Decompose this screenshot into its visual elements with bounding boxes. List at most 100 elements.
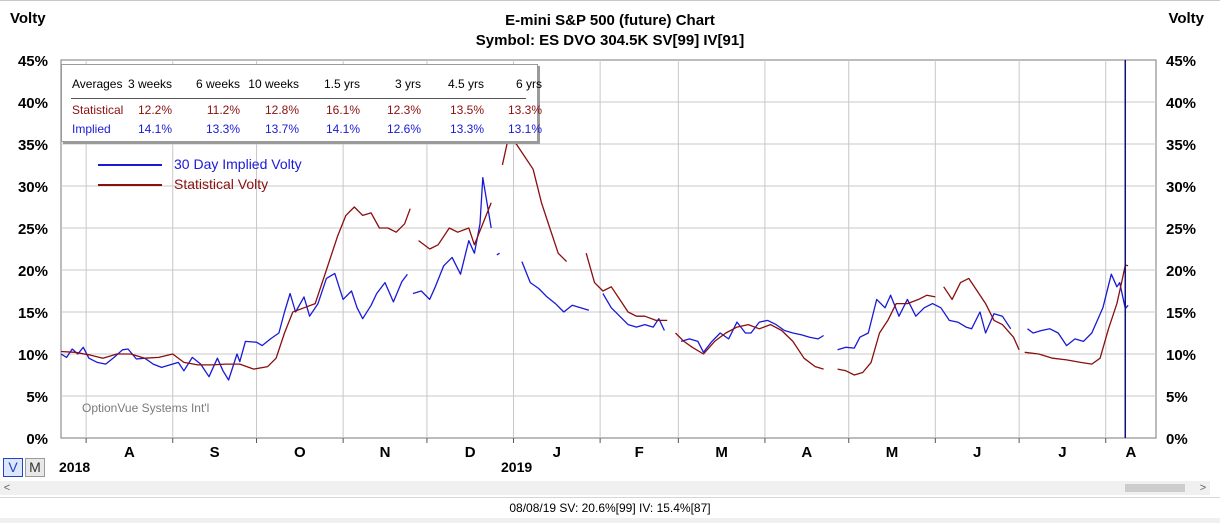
averages-statistical-row: Statistical 12.2% 11.2% 12.8% 16.1% 12.3% 13.5… — [62, 103, 542, 119]
averages-header-cell-0: Averages — [72, 77, 123, 91]
scroll-thumb[interactable] — [1125, 484, 1185, 492]
statistical-volatility-line-segment — [837, 294, 936, 376]
averages-header-row: Averages 3 weeks 6 weeks 10 weeks 1.5 yrs 3 y… — [62, 77, 542, 93]
x-tick-label: O — [294, 444, 306, 461]
chart-title: E-mini S&P 500 (future) Chart — [505, 12, 715, 29]
x-tick-label: A — [801, 444, 812, 461]
statistical-volatility-line-segment — [418, 202, 492, 250]
x-tick-label: S — [210, 444, 220, 461]
averages-statistical-cell-5: 12.3% — [386, 103, 421, 117]
y-tick-label-left: 35% — [18, 137, 48, 154]
statistical-volatility-line-segment — [585, 253, 668, 322]
y-tick-label-right: 10% — [1166, 347, 1196, 364]
y-tick-label-left: 25% — [18, 221, 48, 238]
averages-header-cell-3: 10 weeks — [248, 77, 299, 91]
x-tick-label: A — [1125, 444, 1136, 461]
volatility-view-button[interactable]: V — [3, 458, 23, 477]
averages-implied-row: Implied 14.1% 13.3% 13.7% 14.1% 12.6% 13.3% 13.… — [62, 122, 542, 138]
implied-volatility-line-segment — [680, 319, 824, 353]
implied-volatility-line-segment — [60, 272, 408, 381]
legend-item-statistical: Statistical Volty — [98, 176, 318, 194]
status-bottom-strip — [0, 518, 1220, 523]
x-tick-label: J — [553, 444, 561, 461]
y-tick-label-right: 35% — [1166, 137, 1196, 154]
averages-header-cell-7: 6 yrs — [515, 77, 542, 91]
year-label-2019: 2019 — [501, 459, 533, 475]
x-tick-label: N — [380, 444, 391, 461]
implied-volatility-line-segment — [412, 176, 492, 301]
averages-header-cell-4: 1.5 yrs — [323, 77, 360, 91]
x-tick-label: D — [465, 444, 476, 461]
implied-volatility-line-segment — [837, 294, 1012, 351]
implied-volatility-line-segment — [496, 252, 500, 256]
averages-header-cell-1: 3 weeks — [127, 77, 172, 91]
chart-subtitle: Symbol: ES DVO 304.5K SV[99] IV[91] — [475, 32, 745, 49]
x-tick-label: A — [124, 444, 135, 461]
volatility-chart[interactable]: 0% 0% 5% 5% 10% 10% 15% 15% 20% 20% 25% 25% 30% 30% 35… — [0, 0, 1220, 480]
statistical-volatility-line-segment — [60, 206, 411, 370]
averages-implied-cell-3: 13.7% — [264, 122, 299, 136]
averages-implied-cell-6: 13.3% — [449, 122, 484, 136]
y-tick-label-left: 45% — [18, 53, 48, 70]
legend-item-implied: 30 Day Implied Volty — [98, 156, 318, 174]
averages-table: Averages 3 weeks 6 weeks 10 weeks 1.5 yrs 3 y… — [61, 64, 542, 142]
averages-implied-cell-5: 12.6% — [386, 122, 421, 136]
averages-statistical-cell-3: 12.8% — [264, 103, 299, 117]
y-tick-label-right: 15% — [1166, 305, 1196, 322]
x-tick-label: J — [1058, 444, 1066, 461]
averages-statistical-cell-0: Statistical — [72, 103, 124, 117]
averages-implied-cell-2: 13.3% — [205, 122, 240, 136]
y-tick-label-left: 10% — [18, 347, 48, 364]
averages-header-cell-2: 6 weeks — [195, 77, 240, 91]
implied-volatility-line-segment — [1027, 273, 1129, 347]
averages-implied-cell-7: 13.1% — [507, 122, 542, 136]
legend-label-implied: 30 Day Implied Volty — [174, 156, 302, 172]
y-tick-label-right: 30% — [1166, 179, 1196, 196]
y-tick-label-right: 5% — [1166, 389, 1188, 406]
x-tick-label: M — [715, 444, 728, 461]
legend-swatch-statistical — [98, 184, 162, 186]
averages-implied-cell-4: 14.1% — [325, 122, 360, 136]
legend-label-statistical: Statistical Volty — [174, 176, 269, 192]
y-tick-label-left: 20% — [18, 263, 48, 280]
y-tick-label-right: 0% — [1166, 431, 1188, 448]
statistical-volatility-line-segment — [675, 323, 824, 370]
statistical-volatility-line-segment — [943, 277, 1020, 351]
averages-header-cell-5: 3 yrs — [394, 77, 421, 91]
y-tick-label-right: 45% — [1166, 53, 1196, 70]
window-top-border — [0, 0, 1220, 1]
horizontal-scrollbar[interactable]: < > — [0, 481, 1210, 495]
y-tick-label-left: 5% — [26, 389, 48, 406]
averages-header-cell-6: 4.5 yrs — [447, 77, 484, 91]
averages-statistical-cell-7: 13.3% — [507, 103, 542, 117]
statistical-volatility-line-segment — [1024, 264, 1129, 365]
implied-volatility-line-segment — [521, 261, 590, 313]
watermark: OptionVue Systems Int'l — [82, 401, 210, 415]
averages-implied-cell-0: Implied — [72, 122, 111, 136]
scroll-left-icon[interactable]: < — [3, 482, 11, 494]
status-bar: 08/08/19 SV: 20.6%[99] IV: 15.4%[87] — [0, 497, 1220, 519]
averages-implied-cell-1: 14.1% — [137, 122, 172, 136]
x-tick-label: M — [886, 444, 899, 461]
m-view-button[interactable]: M — [25, 458, 45, 477]
scroll-right-icon[interactable]: > — [1199, 482, 1207, 494]
y-tick-label-right: 20% — [1166, 263, 1196, 280]
y-tick-label-right: 25% — [1166, 221, 1196, 238]
y-tick-label-left: 15% — [18, 305, 48, 322]
averages-statistical-cell-1: 12.2% — [137, 103, 172, 117]
y-tick-label-left: 40% — [18, 95, 48, 112]
implied-volatility-line-segment — [602, 293, 665, 331]
legend-swatch-implied — [98, 164, 162, 166]
left-axis-title: Volty — [10, 10, 46, 27]
right-axis-title: Volty — [1168, 10, 1204, 27]
y-tick-label-left: 30% — [18, 179, 48, 196]
x-tick-label: J — [973, 444, 981, 461]
averages-statistical-cell-4: 16.1% — [325, 103, 360, 117]
averages-divider — [71, 98, 526, 99]
year-label-2018: 2018 — [59, 459, 91, 475]
y-tick-label-left: 0% — [26, 431, 48, 448]
x-tick-label: F — [635, 444, 644, 461]
y-tick-label-right: 40% — [1166, 95, 1196, 112]
averages-statistical-cell-6: 13.5% — [449, 103, 484, 117]
